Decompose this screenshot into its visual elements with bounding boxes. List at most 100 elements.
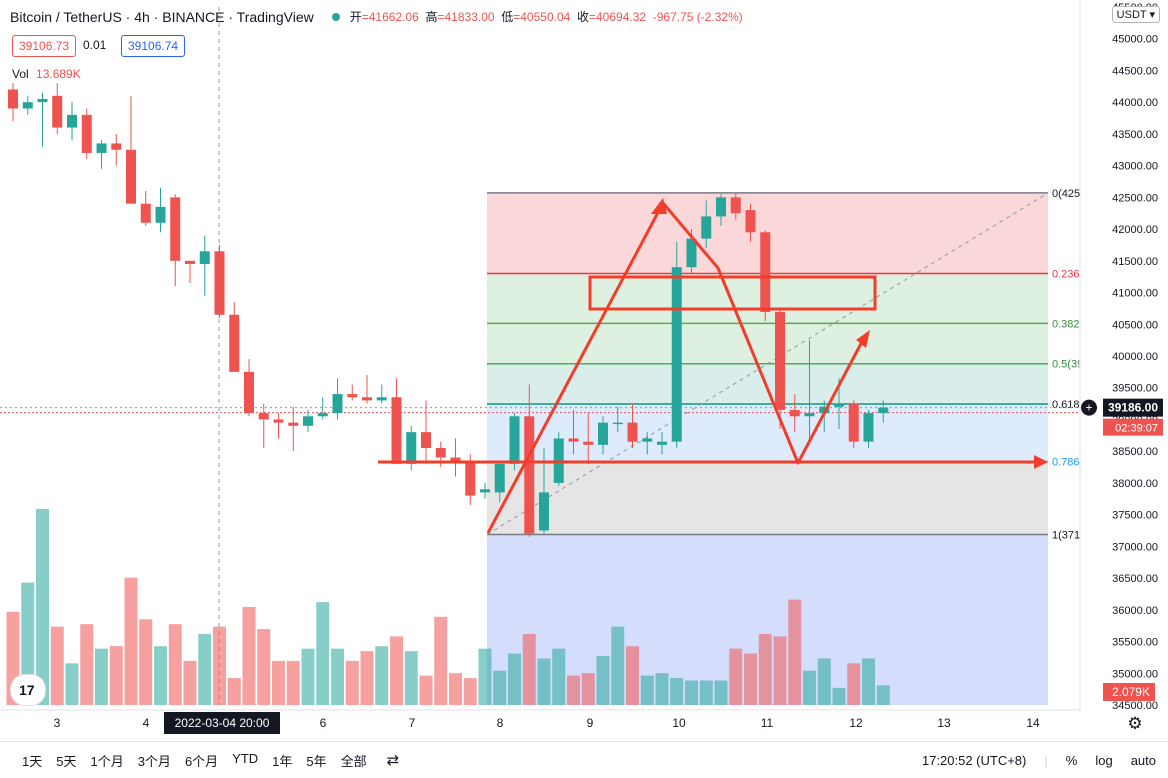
symbol-title[interactable]: Bitcoin / TetherUS · 4h · BINANCE · Trad… xyxy=(10,8,314,25)
range-button-2[interactable]: 1个月 xyxy=(90,753,124,769)
candle-body xyxy=(170,197,181,261)
volume-bar xyxy=(50,626,64,705)
candle-body xyxy=(863,413,874,442)
annotation-box xyxy=(588,275,877,311)
volume-bar xyxy=(596,656,610,705)
candle-body xyxy=(22,102,33,109)
candle-body xyxy=(303,416,313,426)
range-buttons: 1天 5天 1个月 3个月 6个月 YTD 1年 5年 全部 xyxy=(22,751,381,770)
volume-bar xyxy=(65,663,79,705)
price-tick: 44000.00 xyxy=(1112,97,1158,109)
volume-bar xyxy=(345,660,359,705)
currency-selector[interactable]: USDT ▾ xyxy=(1111,6,1160,23)
time-tick: 13 xyxy=(937,716,951,730)
candle-body xyxy=(185,260,195,264)
candle-body xyxy=(775,311,785,410)
log-toggle[interactable]: log xyxy=(1095,752,1113,768)
candle-body xyxy=(804,413,815,417)
candle-body xyxy=(524,416,535,534)
candle-body xyxy=(258,413,269,420)
price-tick: 40500.00 xyxy=(1112,319,1158,331)
add-alert-plus: + xyxy=(1085,401,1092,415)
volume-bar xyxy=(360,651,374,705)
candle-body xyxy=(244,371,254,414)
candle-body xyxy=(612,422,623,425)
candle-body xyxy=(52,95,63,128)
price-tick: 44500.00 xyxy=(1112,65,1158,77)
candle-body xyxy=(81,114,92,153)
auto-toggle[interactable]: auto xyxy=(1130,752,1156,768)
price-tick: 35000.00 xyxy=(1112,668,1158,680)
range-button-6[interactable]: 1年 xyxy=(272,753,293,769)
volume-bar xyxy=(478,648,492,705)
price-tick: 37000.00 xyxy=(1112,541,1158,553)
volume-bar xyxy=(626,646,639,705)
range-button-3[interactable]: 3个月 xyxy=(137,753,171,769)
annotation-arrow-head-1 xyxy=(651,198,667,214)
candle-body xyxy=(273,419,284,423)
volume-bar xyxy=(286,660,300,705)
volume-axis-label-bg xyxy=(1103,683,1155,701)
volume-bar xyxy=(154,646,167,705)
clock-time[interactable]: 17:20:52 (UTC+8) xyxy=(921,752,1027,768)
volume-bar xyxy=(567,675,580,705)
time-tick: 9 xyxy=(587,716,594,730)
price-tick: 41000.00 xyxy=(1112,288,1158,300)
range-button-7[interactable]: 5年 xyxy=(306,753,327,769)
volume-bar xyxy=(803,670,816,705)
price-tick: 41500.00 xyxy=(1112,256,1158,268)
candle-body xyxy=(583,441,594,445)
volume-bar xyxy=(773,636,787,705)
fib-zone-5 xyxy=(487,461,1048,535)
volume-bar xyxy=(463,678,477,705)
candle-body xyxy=(126,149,136,204)
time-tick: 6 xyxy=(320,716,327,730)
volume-bar xyxy=(788,599,802,705)
fib-zone-4 xyxy=(487,404,1048,462)
volume-bar xyxy=(655,673,669,705)
candle-body xyxy=(347,394,358,398)
candle-body xyxy=(819,406,830,414)
volume-bar xyxy=(183,660,197,705)
volume-bar xyxy=(404,651,418,705)
volume-legend: Vol 13.689K xyxy=(12,67,81,81)
volume-bar xyxy=(670,678,684,705)
volume-bar xyxy=(434,616,448,705)
calendar-goto-icon[interactable]: ⇄ xyxy=(386,752,400,769)
volume-bar xyxy=(227,678,241,705)
volume-bar xyxy=(699,680,713,705)
volume-bar xyxy=(876,685,890,705)
time-tick: 8 xyxy=(497,716,504,730)
volume-bar xyxy=(109,646,123,705)
candle-body xyxy=(760,232,771,312)
price-tick: 38500.00 xyxy=(1112,446,1158,458)
range-button-0[interactable]: 1天 xyxy=(22,753,43,769)
price-tick: 43500.00 xyxy=(1112,129,1158,141)
price-tick: 42000.00 xyxy=(1112,224,1158,236)
volume-bar xyxy=(316,602,330,705)
buy-price-box[interactable]: 39106.74 xyxy=(121,35,186,57)
volume-bar xyxy=(124,577,138,705)
candle-body xyxy=(598,422,608,445)
price-tick: 42500.00 xyxy=(1112,192,1158,204)
candle-body xyxy=(701,216,712,239)
candle-body xyxy=(657,441,667,445)
range-button-4[interactable]: 6个月 xyxy=(184,753,219,769)
volume-bar xyxy=(36,509,49,705)
price-tick: 45000.00 xyxy=(1112,34,1158,46)
volume-bar xyxy=(847,663,861,705)
volume-bar xyxy=(862,658,875,705)
candle-body xyxy=(480,489,490,493)
percent-toggle[interactable]: % xyxy=(1065,752,1078,768)
range-button-5[interactable]: YTD xyxy=(232,750,259,766)
spread-value: 0.01 xyxy=(83,38,107,52)
volume-value: 13.689K xyxy=(36,67,81,81)
sell-price-box[interactable]: 39106.73 xyxy=(12,35,77,57)
range-button-1[interactable]: 5天 xyxy=(56,753,77,769)
time-tick: 4 xyxy=(143,716,150,730)
tradingview-logo-icon[interactable]: 17 xyxy=(10,674,46,706)
volume-bar xyxy=(832,687,846,705)
range-button-8[interactable]: 全部 xyxy=(340,753,367,769)
bottom-toolbar: 1天 5天 1个月 3个月 6个月 YTD 1年 5年 全部 ⇄ 17:20:52 (UTC+8… xyxy=(0,741,1168,778)
